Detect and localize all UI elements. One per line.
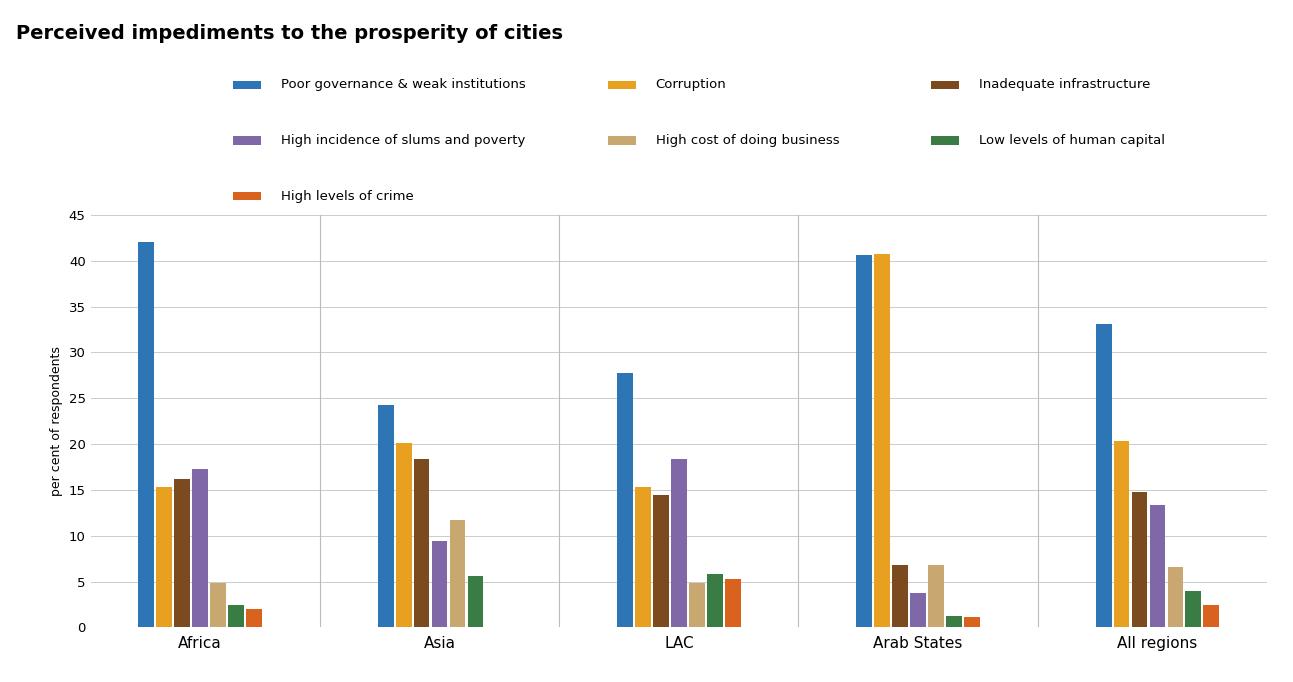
- Bar: [874, 254, 890, 627]
- Bar: [617, 374, 632, 627]
- Bar: [1095, 324, 1112, 627]
- Bar: [193, 469, 208, 627]
- Bar: [1204, 604, 1219, 627]
- Bar: [1186, 591, 1201, 627]
- Bar: [707, 574, 723, 627]
- Bar: [246, 609, 262, 627]
- Bar: [396, 443, 411, 627]
- Text: High cost of doing business: High cost of doing business: [656, 134, 839, 147]
- Bar: [689, 583, 705, 627]
- Bar: [946, 617, 962, 627]
- Bar: [928, 565, 944, 627]
- Bar: [233, 136, 261, 145]
- Bar: [608, 81, 636, 89]
- Bar: [378, 404, 393, 627]
- Bar: [1113, 441, 1130, 627]
- Bar: [1131, 492, 1147, 627]
- Bar: [965, 617, 980, 627]
- Bar: [856, 255, 873, 627]
- Bar: [635, 487, 650, 627]
- Text: Inadequate infrastructure: Inadequate infrastructure: [979, 78, 1151, 91]
- Text: Corruption: Corruption: [656, 78, 727, 91]
- Bar: [892, 565, 908, 627]
- Bar: [228, 604, 244, 627]
- Text: High incidence of slums and poverty: High incidence of slums and poverty: [281, 134, 525, 147]
- Text: Perceived impediments to the prosperity of cities: Perceived impediments to the prosperity …: [16, 24, 562, 43]
- Bar: [468, 576, 484, 627]
- Text: High levels of crime: High levels of crime: [281, 190, 414, 203]
- Bar: [671, 459, 687, 627]
- Bar: [608, 136, 636, 145]
- Text: Poor governance & weak institutions: Poor governance & weak institutions: [281, 78, 525, 91]
- Bar: [233, 81, 261, 89]
- Bar: [1149, 505, 1165, 627]
- Text: Low levels of human capital: Low levels of human capital: [979, 134, 1165, 147]
- Bar: [211, 583, 226, 627]
- Bar: [233, 192, 261, 200]
- Y-axis label: per cent of respondents: per cent of respondents: [50, 346, 63, 496]
- Bar: [450, 520, 465, 627]
- Bar: [910, 593, 926, 627]
- Bar: [1168, 567, 1183, 627]
- Bar: [653, 495, 668, 627]
- Bar: [156, 487, 172, 627]
- Bar: [414, 459, 429, 627]
- Bar: [175, 479, 190, 627]
- Bar: [725, 579, 741, 627]
- Bar: [138, 242, 154, 627]
- Bar: [931, 81, 959, 89]
- Bar: [432, 542, 447, 627]
- Bar: [931, 136, 959, 145]
